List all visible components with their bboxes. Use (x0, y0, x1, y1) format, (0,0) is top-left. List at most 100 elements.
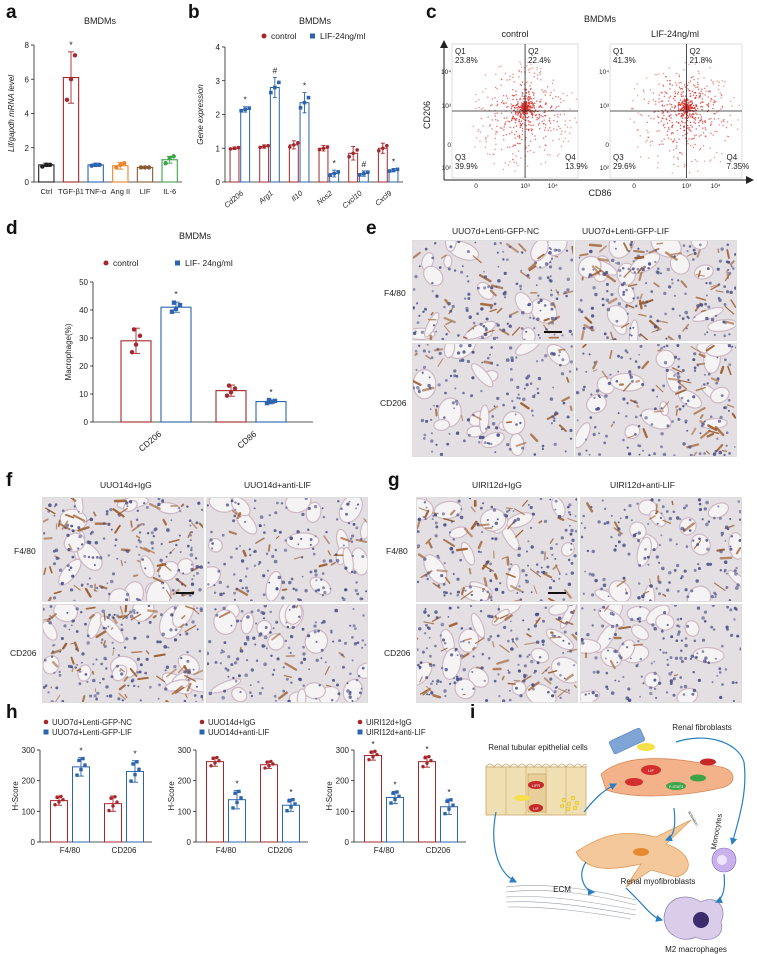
flow-event (647, 157, 650, 159)
legend-label-a: UIRI12d+IgG (366, 718, 412, 727)
nucleus (493, 679, 497, 683)
positive-stain (633, 249, 645, 254)
nucleus (235, 547, 238, 550)
flow-event (564, 131, 566, 133)
data-point (53, 803, 57, 807)
positive-stain (417, 547, 420, 549)
positive-stain (661, 401, 670, 411)
legend-label-lif: LIF-24ng/ml (320, 31, 365, 41)
nucleus (554, 508, 557, 511)
flow-event (676, 129, 678, 132)
positive-stain (567, 517, 577, 523)
nucleus (515, 686, 518, 690)
nucleus (106, 695, 109, 698)
flow-event (475, 108, 477, 110)
nucleus (656, 522, 659, 525)
nucleus (581, 638, 584, 642)
nucleus (589, 249, 593, 254)
flow-event (507, 105, 509, 108)
label-myofibroblasts: Renal myofibroblasts (621, 877, 696, 886)
nucleus (593, 396, 596, 399)
nucleus (551, 634, 554, 637)
nucleus (496, 396, 500, 401)
flow-event (670, 138, 672, 141)
flow-event (509, 75, 511, 77)
flow-event (697, 70, 699, 73)
quadrant-label: Q1 (613, 47, 624, 56)
nucleus (486, 590, 490, 594)
nucleus (669, 682, 673, 685)
flow-event (701, 88, 703, 90)
nucleus (211, 542, 214, 545)
data-point (395, 167, 400, 172)
nucleus (301, 575, 304, 578)
bar (318, 147, 329, 183)
nucleus (638, 333, 642, 337)
positive-stain (444, 576, 451, 584)
ihc-e-lif-f480 (575, 240, 737, 341)
positive-stain (165, 589, 172, 599)
flow-event (661, 117, 663, 119)
pstat3-fibroblast-2 (690, 774, 706, 782)
nucleus (445, 379, 448, 382)
nucleus (162, 586, 165, 589)
nucleus (340, 507, 343, 510)
nucleus (612, 421, 615, 424)
nucleus (536, 387, 539, 390)
nucleus (53, 505, 56, 508)
flow-event (692, 75, 694, 78)
nucleus (125, 501, 129, 505)
nucleus (676, 624, 679, 627)
flow-event (534, 138, 536, 140)
bar (269, 87, 280, 183)
nucleus (570, 345, 573, 348)
nucleus (677, 375, 681, 379)
positive-stain (592, 369, 598, 372)
nucleus (673, 255, 676, 258)
flow-event (559, 127, 561, 130)
nucleus (152, 535, 155, 538)
flow-event (558, 153, 560, 155)
flow-event (689, 114, 691, 116)
positive-stain (557, 348, 566, 351)
positive-stain (198, 522, 203, 529)
nucleus (414, 349, 418, 353)
positive-stain (698, 353, 706, 358)
nucleus (527, 628, 530, 631)
nucleus (288, 580, 292, 585)
nucleus (613, 548, 617, 552)
nucleus (330, 698, 334, 702)
flow-event (702, 132, 705, 134)
tubule-lumen (650, 241, 682, 258)
nucleus (663, 361, 668, 365)
positive-stain (648, 319, 660, 330)
nucleus (522, 679, 526, 683)
data-point (296, 141, 300, 145)
nucleus (314, 573, 318, 577)
nucleus (656, 267, 660, 271)
nucleus (626, 312, 629, 315)
positive-stain (693, 407, 706, 415)
data-point (371, 755, 375, 759)
positive-stain (136, 559, 141, 563)
positive-stain (505, 507, 513, 510)
nucleus (635, 304, 638, 308)
myofibroblast-nucleus (633, 848, 649, 856)
y-tick-label: 50 (79, 278, 88, 287)
nucleus (236, 657, 240, 661)
nucleus (705, 522, 709, 527)
nucleus (678, 385, 682, 390)
flow-event (668, 100, 670, 102)
positive-stain (53, 590, 62, 595)
nucleus (519, 288, 522, 291)
nucleus (625, 591, 628, 595)
nucleus (539, 337, 541, 339)
nucleus (419, 661, 423, 664)
nucleus (696, 543, 700, 547)
nucleus (710, 595, 714, 599)
flow-event (482, 107, 484, 109)
nucleus (95, 658, 98, 661)
positive-stain (45, 507, 56, 515)
tubule-lumen (692, 306, 724, 323)
flow-event (673, 149, 675, 151)
